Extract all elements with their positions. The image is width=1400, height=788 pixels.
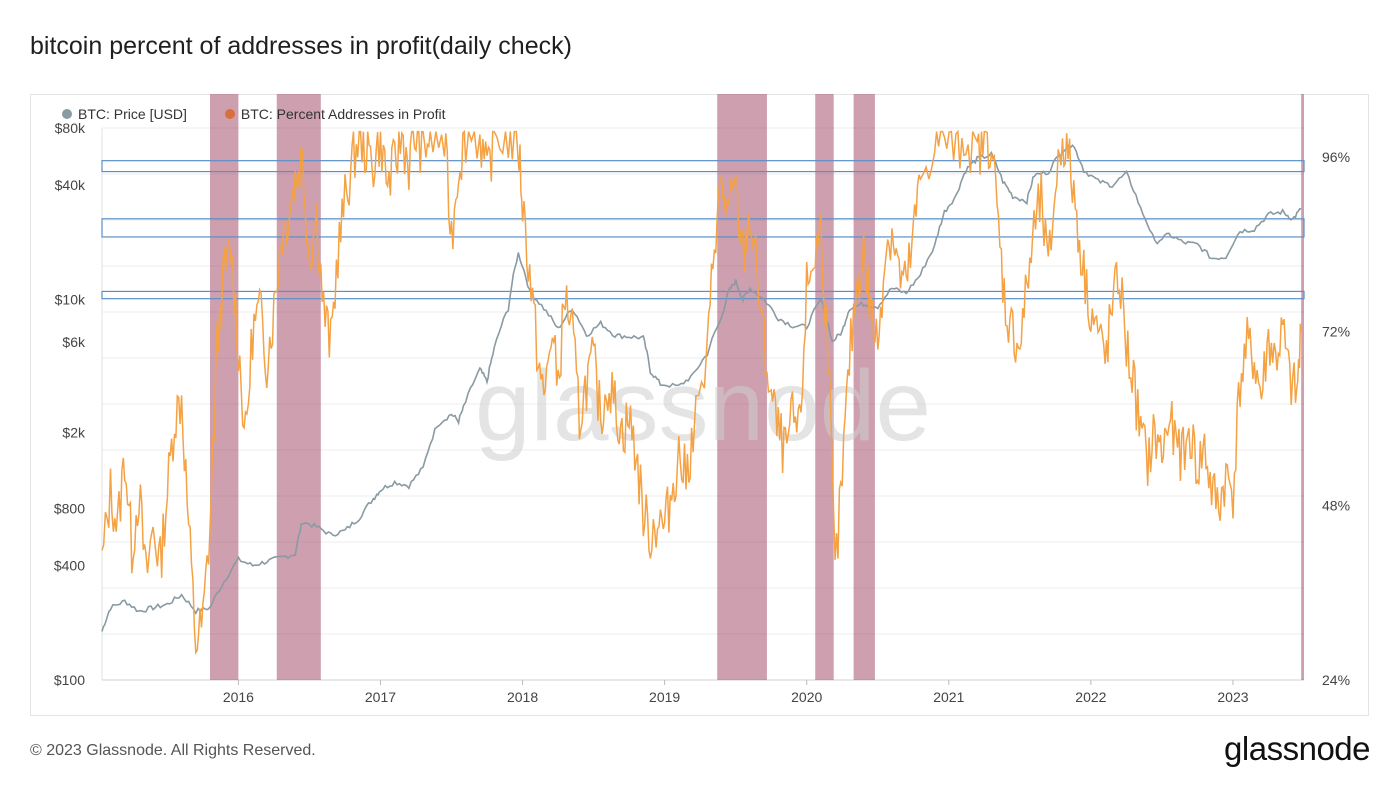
highlight-band — [1301, 94, 1304, 680]
highlight-band — [815, 94, 834, 680]
x-tick-label: 2017 — [365, 689, 396, 705]
y-right-tick-label: 72% — [1322, 323, 1350, 339]
legend-dot-percent-icon — [224, 109, 235, 119]
y-left-tick-label: $80k — [55, 120, 86, 136]
highlight-box — [101, 218, 1305, 238]
legend-label-price: BTC: Price [USD] — [78, 106, 187, 122]
x-tick-label: 2022 — [1075, 689, 1106, 705]
legend-label-percent: BTC: Percent Addresses in Profit — [240, 106, 446, 122]
y-left-tick-label: $6k — [62, 334, 86, 350]
y-right-tick-label: 96% — [1322, 149, 1350, 165]
brand-logo[interactable]: glassnode — [1224, 730, 1370, 767]
percent-series-line — [101, 129, 1302, 655]
y-left-tick-label: $2k — [62, 425, 86, 441]
highlight-band — [717, 94, 767, 680]
x-tick-label: 2021 — [933, 689, 964, 705]
highlight-box — [101, 290, 1305, 300]
highlight-band — [853, 94, 875, 680]
price-series-line — [101, 142, 1302, 632]
legend-dot-price-icon — [62, 109, 72, 119]
legend-item-percent[interactable]: BTC: Percent Addresses in Profit — [224, 106, 446, 122]
y-left-tick-label: $400 — [54, 558, 85, 574]
x-tick-label: 2016 — [223, 689, 254, 705]
y-left-tick-label: $40k — [55, 177, 86, 193]
chart-frame — [30, 94, 1369, 716]
y-left-tick-label: $10k — [55, 292, 86, 308]
y-left-tick-label: $800 — [54, 500, 85, 516]
y-right-tick-label: 48% — [1322, 498, 1350, 514]
x-tick-label: 2019 — [649, 689, 680, 705]
legend: BTC: Price [USD] BTC: Percent Addresses … — [62, 106, 446, 122]
x-tick-label: 2023 — [1217, 689, 1248, 705]
highlight-box — [101, 160, 1305, 173]
y-right-tick-label: 24% — [1322, 672, 1350, 688]
y-left-tick-label: $100 — [54, 672, 85, 688]
footer-copyright: © 2023 Glassnode. All Rights Reserved. — [30, 742, 316, 759]
highlight-band — [209, 94, 239, 680]
x-tick-label: 2020 — [791, 689, 822, 705]
highlight-band — [276, 94, 321, 680]
x-tick-label: 2018 — [507, 689, 538, 705]
legend-item-price[interactable]: BTC: Price [USD] — [62, 106, 187, 122]
page-title: bitcoin percent of addresses in profit(d… — [30, 32, 572, 60]
watermark: glassnode — [475, 350, 931, 462]
